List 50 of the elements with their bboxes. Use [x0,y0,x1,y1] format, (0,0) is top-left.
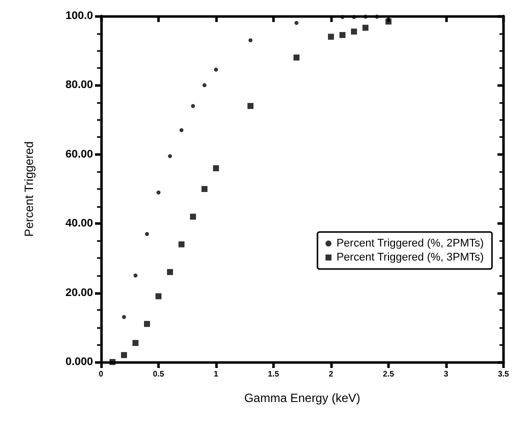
point [212,165,219,172]
y-tick-label: 100.0 [65,10,93,22]
point [110,359,116,365]
x-tick-label: 2 [328,370,334,378]
x-axis-title: Gamma Energy (keV) [244,391,360,405]
point [328,34,334,40]
y-tick-label: 60.00 [65,148,93,160]
point [293,54,300,61]
y-tick-label: 0.000 [65,356,93,368]
point [363,14,368,19]
point [155,293,162,300]
x-tick-label: 3 [444,370,449,378]
point [190,214,196,220]
point [248,38,252,42]
x-tick-label: 0.5 [152,370,165,378]
x-tick-label: 3.5 [498,370,510,378]
point [166,269,173,276]
point [190,104,195,108]
y-tick-label: 40.00 [65,218,93,230]
point [144,232,149,236]
point [385,18,392,25]
point [350,28,357,35]
y-tick-label: 80.00 [65,79,93,92]
y-tick-label: 20.00 [65,286,93,299]
point [122,315,126,320]
point [202,83,206,88]
point [362,24,368,31]
y-axis-title: Percent Triggered [22,141,36,237]
x-tick-label: 1 [214,370,219,378]
point [247,102,254,109]
point [144,320,150,327]
point [179,128,184,132]
point [214,68,218,72]
point [374,14,379,19]
point [201,186,208,192]
legend-label: Percent Triggered (%, 2PMTs) [336,238,484,250]
legend-label: Percent Triggered (%, 3PMTs) [336,252,484,264]
point [156,190,160,194]
point [340,15,344,20]
point [178,241,184,248]
point [134,274,138,278]
x-tick-label: 1.5 [268,370,280,378]
point [339,32,346,38]
x-tick-label: 2.5 [382,370,395,378]
point [352,15,356,20]
x-tick-label: 0 [98,370,104,378]
point [294,20,298,25]
point [168,154,172,158]
point [120,352,127,358]
point [132,340,138,346]
